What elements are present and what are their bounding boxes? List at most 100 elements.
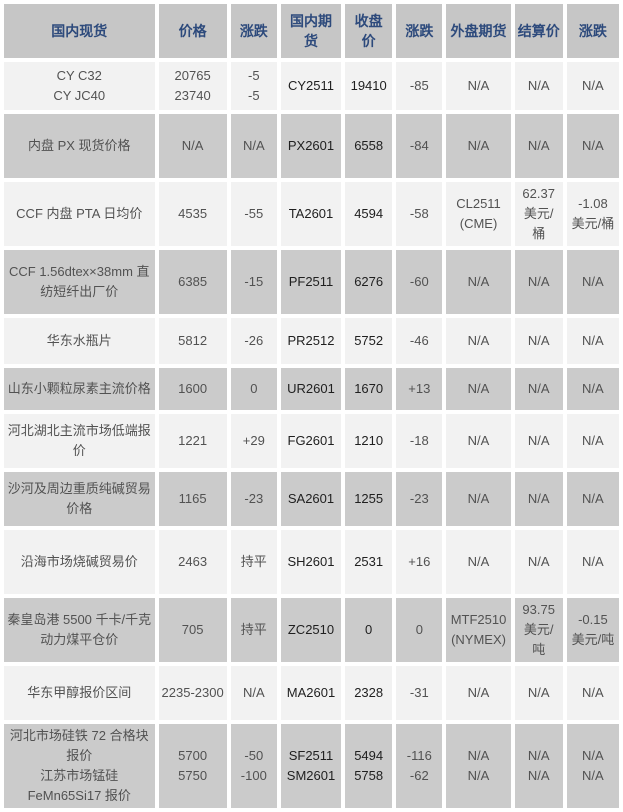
cell-spot-change: +29 <box>230 414 277 468</box>
cell-spot-name: CCF 1.56dtex×38mm 直纺短纤出厂价 <box>4 250 155 314</box>
header-close-price: 收盘价 <box>345 4 393 58</box>
header-settle-price: 结算价 <box>514 4 563 58</box>
cell-futures-code: SA2601 <box>280 472 342 526</box>
cell-external-change: N/A <box>566 62 619 110</box>
cell-close-price: 0 <box>345 598 393 662</box>
table-row: 华东甲醇报价区间 2235-2300 N/A MA2601 2328 -31 N/A N/A N… <box>4 666 619 720</box>
header-spot-price: 价格 <box>158 4 227 58</box>
cell-futures-code: PR2512 <box>280 318 342 364</box>
cell-spot-name: CY C32 CY JC40 <box>4 62 155 110</box>
cell-futures-change: -85 <box>396 62 443 110</box>
cell-spot-price: 1165 <box>158 472 227 526</box>
cell-external-code: N/A <box>446 368 511 410</box>
cell-spot-name: 山东小颗粒尿素主流价格 <box>4 368 155 410</box>
cell-settle-price: N/A <box>514 250 563 314</box>
cell-futures-change: -58 <box>396 182 443 246</box>
cell-settle-price: N/A <box>514 666 563 720</box>
cell-futures-change: -18 <box>396 414 443 468</box>
cell-spot-price: 4535 <box>158 182 227 246</box>
cell-external-code: CL2511 (CME) <box>446 182 511 246</box>
cell-spot-price: 2235-2300 <box>158 666 227 720</box>
cell-close-price: 2531 <box>345 530 393 594</box>
cell-futures-code: PF2511 <box>280 250 342 314</box>
cell-external-change: N/A <box>566 666 619 720</box>
cell-external-code: N/A <box>446 62 511 110</box>
cell-futures-code: SH2601 <box>280 530 342 594</box>
cell-close-price: 4594 <box>345 182 393 246</box>
header-futures-change: 涨跌 <box>396 4 443 58</box>
header-row: 国内现货 价格 涨跌 国内期货 收盘价 涨跌 外盘期货 结算价 涨跌 <box>4 4 619 58</box>
cell-spot-change: N/A <box>230 666 277 720</box>
cell-external-change: N/A <box>566 114 619 178</box>
cell-external-code: MTF2510 (NYMEX) <box>446 598 511 662</box>
cell-settle-price: N/A N/A <box>514 724 563 808</box>
cell-spot-name: 河北湖北主流市场低端报价 <box>4 414 155 468</box>
cell-external-code: N/A <box>446 530 511 594</box>
cell-futures-change: +13 <box>396 368 443 410</box>
cell-external-code: N/A <box>446 318 511 364</box>
cell-external-change: -0.15 美元/吨 <box>566 598 619 662</box>
cell-external-code: N/A <box>446 666 511 720</box>
cell-spot-change: -15 <box>230 250 277 314</box>
cell-futures-code: MA2601 <box>280 666 342 720</box>
cell-close-price: 1670 <box>345 368 393 410</box>
cell-external-change: -1.08 美元/桶 <box>566 182 619 246</box>
cell-spot-price: 1600 <box>158 368 227 410</box>
cell-settle-price: N/A <box>514 62 563 110</box>
cell-settle-price: N/A <box>514 530 563 594</box>
cell-futures-change: -46 <box>396 318 443 364</box>
cell-settle-price: N/A <box>514 472 563 526</box>
header-spot-change: 涨跌 <box>230 4 277 58</box>
cell-spot-change: 持平 <box>230 598 277 662</box>
cell-futures-change: -116 -62 <box>396 724 443 808</box>
header-external-futures: 外盘期货 <box>446 4 511 58</box>
cell-close-price: 6558 <box>345 114 393 178</box>
cell-spot-name: CCF 内盘 PTA 日均价 <box>4 182 155 246</box>
cell-close-price: 19410 <box>345 62 393 110</box>
cell-futures-change: -84 <box>396 114 443 178</box>
cell-futures-code: FG2601 <box>280 414 342 468</box>
table-row: 华东水瓶片 5812 -26 PR2512 5752 -46 N/A N/A N/A <box>4 318 619 364</box>
cell-spot-price: 5812 <box>158 318 227 364</box>
cell-spot-price: 1221 <box>158 414 227 468</box>
table-row: 内盘 PX 现货价格 N/A N/A PX2601 6558 -84 N/A N/A N/A <box>4 114 619 178</box>
cell-futures-code: CY2511 <box>280 62 342 110</box>
cell-external-change: N/A <box>566 250 619 314</box>
cell-external-code: N/A N/A <box>446 724 511 808</box>
cell-external-code: N/A <box>446 114 511 178</box>
table-row: 山东小颗粒尿素主流价格 1600 0 UR2601 1670 +13 N/A N/A N/A <box>4 368 619 410</box>
cell-spot-change: -5 -5 <box>230 62 277 110</box>
cell-spot-price: 6385 <box>158 250 227 314</box>
cell-futures-code: ZC2510 <box>280 598 342 662</box>
cell-close-price: 1210 <box>345 414 393 468</box>
cell-spot-change: 持平 <box>230 530 277 594</box>
cell-futures-change: -60 <box>396 250 443 314</box>
cell-spot-name: 华东水瓶片 <box>4 318 155 364</box>
cell-futures-code: TA2601 <box>280 182 342 246</box>
table-row: CCF 1.56dtex×38mm 直纺短纤出厂价 6385 -15 PF2511 62… <box>4 250 619 314</box>
cell-settle-price: N/A <box>514 318 563 364</box>
cell-spot-name: 华东甲醇报价区间 <box>4 666 155 720</box>
table-row: CY C32 CY JC40 20765 23740 -5 -5 CY2511 1941… <box>4 62 619 110</box>
cell-futures-change: -31 <box>396 666 443 720</box>
cell-external-change: N/A <box>566 472 619 526</box>
table-row: CCF 内盘 PTA 日均价 4535 -55 TA2601 4594 -58 CL2511… <box>4 182 619 246</box>
cell-futures-change: +16 <box>396 530 443 594</box>
cell-settle-price: N/A <box>514 414 563 468</box>
header-domestic-futures: 国内期货 <box>280 4 342 58</box>
cell-external-change: N/A <box>566 530 619 594</box>
cell-close-price: 2328 <box>345 666 393 720</box>
cell-spot-name: 沙河及周边重质纯碱贸易价格 <box>4 472 155 526</box>
header-domestic-spot: 国内现货 <box>4 4 155 58</box>
cell-futures-code: UR2601 <box>280 368 342 410</box>
table-row: 河北湖北主流市场低端报价 1221 +29 FG2601 1210 -18 N/A N/A N/… <box>4 414 619 468</box>
cell-external-change: N/A N/A <box>566 724 619 808</box>
cell-spot-price: N/A <box>158 114 227 178</box>
table-row: 秦皇岛港 5500 千卡/千克动力煤平仓价 705 持平 ZC2510 0 0 MTF251… <box>4 598 619 662</box>
cell-spot-price: 2463 <box>158 530 227 594</box>
cell-spot-price: 5700 5750 <box>158 724 227 808</box>
cell-futures-change: 0 <box>396 598 443 662</box>
header-external-change: 涨跌 <box>566 4 619 58</box>
